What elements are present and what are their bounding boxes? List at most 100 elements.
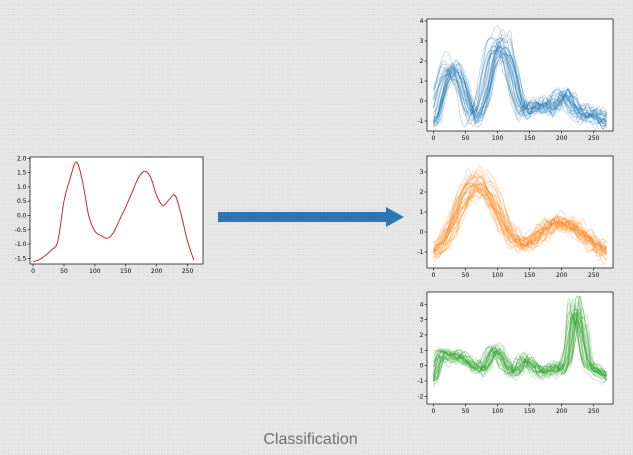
plot-area	[426, 18, 614, 132]
series-line	[433, 38, 607, 129]
y-tick-label: -1	[418, 118, 424, 125]
series-line	[432, 295, 607, 376]
arrow-shape	[218, 207, 404, 227]
series-line	[433, 165, 607, 255]
series-line	[433, 312, 607, 377]
x-tick-label: 100	[89, 268, 101, 275]
series-line	[432, 37, 607, 131]
y-tick-label: 4	[420, 301, 424, 308]
series-line	[433, 61, 607, 125]
input-series-chart: 0 50 100 150 200 250 2.0 1.5 1.0 0.5 0.0 -0.5 -1.0 -1…	[15, 155, 204, 275]
y-tick-label: -1.0	[15, 241, 27, 248]
series-line	[433, 320, 607, 378]
y-tick-label: 3	[420, 169, 424, 176]
x-tick-label: 100	[492, 408, 504, 415]
series-line	[433, 314, 607, 385]
y-tick-label: 2	[420, 58, 424, 65]
class-1-series-chart: 0 50 100 150 200 250 4 3 2 1 0 -1	[418, 18, 614, 142]
series-line	[432, 45, 608, 124]
series-line	[432, 305, 607, 388]
series-line	[432, 318, 607, 381]
class-2-series-chart: 0 50 100 150 200 250 3 2 1 0 -1	[418, 155, 614, 279]
series-line	[432, 41, 607, 121]
series-line	[433, 53, 607, 119]
series-line	[433, 193, 607, 253]
x-tick-label: 150	[120, 268, 132, 275]
plot-area	[426, 291, 614, 405]
series-line	[433, 182, 607, 260]
x-tick-label: 0	[431, 408, 435, 415]
series-line	[432, 52, 607, 125]
series-line	[432, 183, 607, 254]
series-line	[433, 45, 607, 127]
series-line	[432, 301, 607, 382]
series-line	[433, 183, 607, 255]
x-tick-label: 0	[431, 272, 435, 279]
y-tick-label: 1.0	[17, 184, 27, 191]
x-tick-label: 0	[31, 268, 35, 275]
series-line	[433, 46, 607, 114]
series-line	[433, 37, 607, 123]
x-tick-label: 0	[431, 135, 435, 142]
series-line	[432, 45, 607, 130]
caption: Classification	[263, 431, 358, 448]
y-tick-label: 1.5	[17, 170, 27, 177]
series-line	[433, 44, 607, 127]
series-line	[433, 295, 607, 379]
series-line	[432, 181, 607, 254]
y-tick-label: 3	[420, 317, 424, 324]
x-tick-label: 200	[556, 135, 568, 142]
series-line	[433, 41, 608, 130]
series-line	[433, 53, 607, 122]
y-tick-label: 4	[420, 18, 424, 25]
series-line	[432, 53, 607, 118]
series-line	[433, 308, 607, 383]
plot-area	[426, 155, 614, 269]
y-tick-label: 1	[420, 78, 424, 85]
class-3-series-chart: 0 50 100 150 200 250 4 3 2 1 0 -1 -2	[418, 291, 614, 415]
y-tick-label: 2	[420, 189, 424, 196]
x-tick-label: 200	[556, 408, 568, 415]
series-line	[433, 185, 608, 254]
x-tick-label: 50	[462, 135, 470, 142]
y-tick-label: 2	[420, 332, 424, 339]
series-line	[433, 37, 607, 123]
series-line	[432, 50, 607, 128]
series-line	[433, 301, 607, 382]
x-tick-label: 50	[462, 272, 470, 279]
x-tick-label: 200	[556, 272, 568, 279]
series-line	[433, 167, 607, 257]
y-tick-label: 0	[420, 229, 424, 236]
y-tick-label: 1	[420, 347, 424, 354]
series-line	[433, 185, 607, 259]
series-line	[432, 312, 607, 381]
y-tick-label: 0	[420, 363, 424, 370]
series-line	[433, 316, 607, 381]
series-line	[433, 176, 607, 253]
series-line	[433, 182, 607, 249]
x-tick-label: 250	[588, 272, 600, 279]
x-tick-label: 150	[524, 135, 536, 142]
x-tick-label: 150	[524, 272, 536, 279]
x-tick-label: 150	[524, 408, 536, 415]
series-line	[432, 52, 607, 127]
series-line	[433, 177, 607, 262]
series-line	[433, 29, 607, 125]
series-line	[433, 55, 607, 118]
series-line	[433, 302, 607, 377]
x-tick-label: 50	[462, 408, 470, 415]
y-tick-label: -1	[418, 378, 424, 385]
series-line	[433, 47, 607, 118]
series-line	[432, 308, 607, 376]
x-tick-label: 100	[492, 272, 504, 279]
series-line	[433, 169, 607, 258]
series-line	[433, 295, 607, 382]
series-line	[432, 299, 607, 379]
series-line	[432, 312, 607, 385]
series-line	[432, 46, 607, 115]
series-line	[433, 176, 607, 252]
series-line	[433, 295, 607, 378]
series-line	[433, 312, 607, 380]
series-line	[433, 175, 607, 265]
